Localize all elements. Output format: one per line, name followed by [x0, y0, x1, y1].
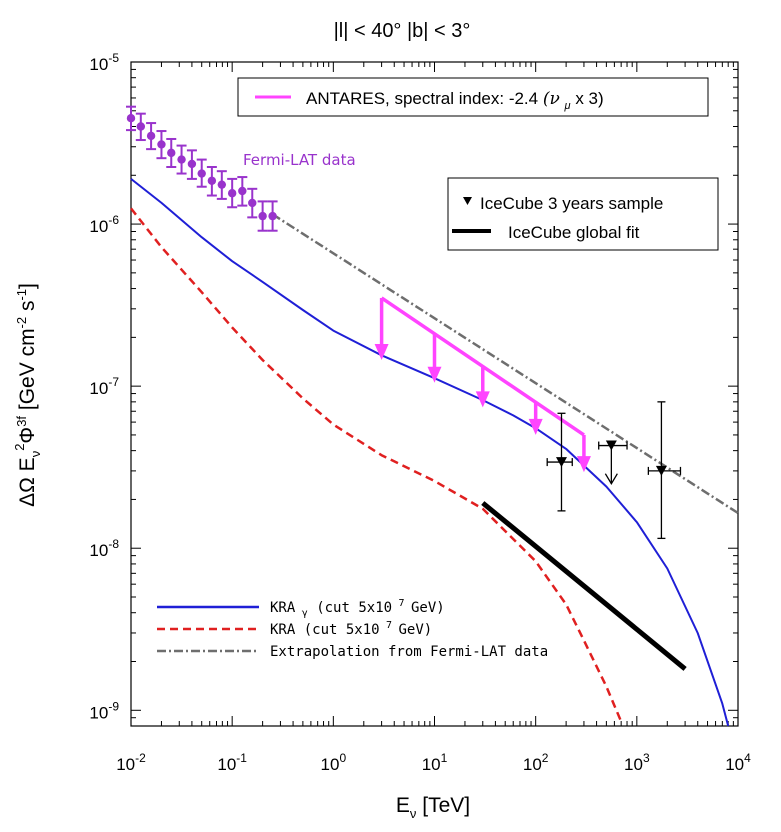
fermi-point — [217, 180, 227, 189]
svg-text:ANTARES, spectral index: -2.4: ANTARES, spectral index: -2.4 (ν μ x 3) — [306, 89, 604, 113]
antares-arrow-head — [528, 418, 543, 435]
fermi-point — [187, 159, 197, 169]
x-tick-label: 104 — [725, 751, 751, 774]
y-tick-label: 10-5 — [89, 51, 119, 74]
x-tick-label: 10-2 — [116, 751, 146, 774]
antares-arrow-head — [475, 391, 490, 408]
antares-arrow-head — [374, 343, 389, 360]
data-points — [126, 105, 682, 540]
legend-antares: ANTARES, spectral index: -2.4 (ν μ x 3) — [237, 77, 709, 117]
x-axis-label: Eν [TeV] — [396, 794, 470, 821]
fermi-point — [207, 176, 217, 185]
y-tick-label: 10-7 — [89, 375, 119, 398]
x-tick-label: 10-1 — [217, 751, 247, 774]
axis-ticks: 10-2 10-1 100 101 102 103 104 10-5 10-6 10-7 10-8 1… — [89, 51, 751, 774]
fermi-point — [227, 189, 237, 198]
fermi-point — [238, 186, 247, 196]
fermi-point — [126, 114, 136, 123]
series-line — [130, 207, 623, 723]
svg-text:KRA (cut 5x10 7 G: KRA (cut 5x10 7 GeV) — [270, 616, 432, 638]
svg-text:Extrapolation from Fermi-LAT d: Extrapolation from Fermi-LAT data — [270, 644, 548, 660]
fermi-point — [146, 131, 156, 141]
fermi-point — [258, 211, 267, 221]
y-tick-label: 10-6 — [89, 213, 119, 236]
icecube-point — [655, 465, 667, 476]
fermi-point — [136, 122, 146, 131]
y-tick-label: 10-8 — [89, 537, 119, 560]
legend-icecube-fit: IceCube global fit — [508, 223, 640, 242]
x-tick-label: 103 — [624, 751, 650, 774]
fermi-point — [177, 155, 186, 164]
fermi-point — [167, 148, 176, 158]
antares-arrow-head — [576, 456, 591, 473]
icecube-upper-limit-head — [604, 473, 618, 485]
antares-limit-line — [380, 296, 585, 437]
icecube-point — [605, 440, 617, 451]
x-tick-label: 100 — [321, 751, 347, 774]
x-tick-label: 102 — [523, 751, 549, 774]
legend-antares-label: ANTARES, spectral index: -2.4 — [306, 89, 538, 108]
icecube-point — [555, 457, 567, 468]
fermi-point — [197, 169, 206, 178]
svg-text:KRA γ (cut 5x10: KRA γ (cut 5x10 7 GeV) — [270, 594, 445, 620]
legend-models: KRA γ (cut 5x10 7 GeV) KRA (cut 5x10 7 G… — [157, 594, 548, 660]
fermi-point — [248, 198, 257, 208]
antares-arrow-head — [427, 366, 442, 383]
fermi-point — [157, 140, 166, 149]
x-tick-label: 101 — [422, 751, 448, 774]
fermi-point — [268, 211, 277, 221]
plot-frame — [130, 61, 739, 727]
series-line — [271, 213, 739, 515]
chart-title: |l| < 40° |b| < 3° — [334, 20, 471, 42]
fermi-label: Fermi-LAT data — [243, 151, 356, 169]
y-axis-label: ΔΩ Eν2Φ3f [GeV cm-2 s-1] — [12, 283, 43, 507]
series-line — [481, 501, 687, 671]
legend-icecube-sample: IceCube 3 years sample — [480, 194, 663, 213]
y-tick-label: 10-9 — [89, 699, 119, 722]
legend-icecube: IceCube 3 years sample IceCube global fi… — [447, 177, 719, 251]
